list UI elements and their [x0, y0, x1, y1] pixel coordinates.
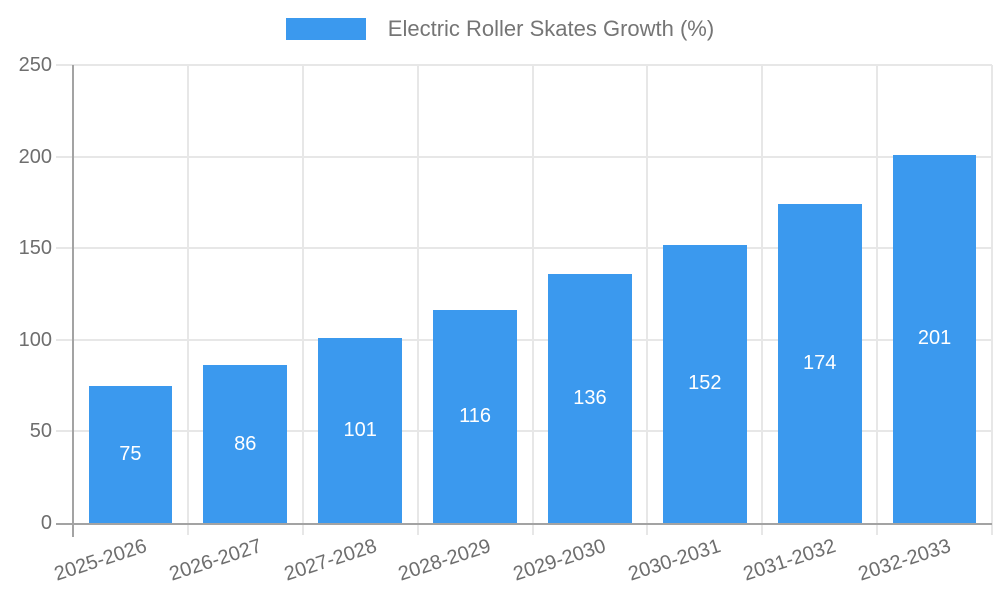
x-tick-label: 2030-2031	[625, 535, 724, 586]
bar[interactable]: 86	[203, 365, 288, 523]
bar-value-label: 75	[119, 442, 142, 465]
h-gridline	[56, 338, 992, 341]
bar-value-label: 116	[459, 405, 491, 428]
x-tick-label: 2027-2028	[281, 535, 379, 586]
v-gridline	[646, 65, 649, 535]
bar[interactable]: 174	[777, 204, 862, 523]
h-gridline	[56, 247, 992, 250]
bar-value-label: 136	[573, 386, 607, 409]
legend: Electric Roller Skates Growth (%)	[0, 16, 1000, 42]
bar[interactable]: 152	[662, 244, 747, 523]
y-tick-label: 250	[18, 54, 52, 76]
y-tick-label: 150	[18, 237, 52, 260]
y-tick-label: 50	[29, 420, 52, 443]
bar[interactable]: 116	[433, 310, 517, 523]
x-tick-label: 2026-2027	[166, 535, 265, 586]
v-gridline	[991, 65, 993, 535]
bar[interactable]: 136	[548, 273, 632, 523]
bar-value-label: 174	[802, 352, 837, 375]
h-gridline	[56, 64, 992, 66]
x-tick-label: 2031-2032	[740, 535, 839, 586]
bar-value-label: 86	[234, 432, 257, 455]
v-gridline	[186, 65, 189, 535]
y-tick-label: 100	[18, 328, 52, 351]
v-gridline	[876, 65, 879, 535]
v-gridline	[416, 65, 419, 535]
x-tick-label: 2025-2026	[51, 535, 150, 586]
y-tick-label: 0	[40, 512, 52, 534]
bar-value-label: 101	[343, 418, 377, 441]
x-axis-line	[56, 523, 992, 525]
v-gridline	[531, 65, 534, 535]
x-tick-label: 2029-2030	[510, 535, 609, 586]
y-tick-label: 200	[18, 145, 52, 168]
h-gridline	[56, 155, 992, 158]
x-tick-label: 2032-2033	[855, 535, 954, 586]
bar[interactable]: 101	[318, 337, 403, 523]
y-axis-line	[72, 65, 74, 537]
bar[interactable]: 201	[892, 154, 977, 523]
h-gridline	[56, 430, 992, 433]
legend-label: Electric Roller Skates Growth (%)	[387, 16, 715, 41]
v-gridline	[301, 65, 304, 535]
x-tick-label: 2028-2029	[396, 535, 494, 586]
bar[interactable]: 75	[88, 385, 173, 523]
legend-swatch	[285, 18, 366, 40]
v-gridline	[761, 65, 764, 535]
bar-value-label: 152	[688, 372, 722, 395]
bar-value-label: 201	[917, 327, 952, 350]
